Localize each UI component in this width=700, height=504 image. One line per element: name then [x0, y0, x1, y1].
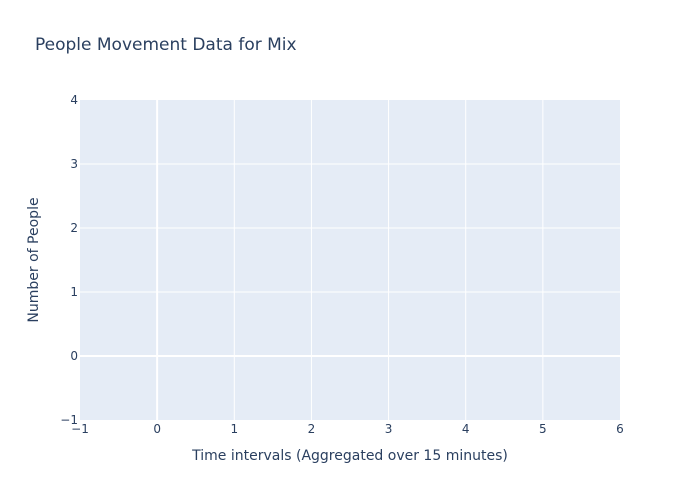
- y-tick-label: 1: [70, 285, 78, 299]
- x-tick-label: 0: [153, 422, 161, 436]
- y-tick-labels: −1 0 1 2 3 4: [60, 93, 78, 427]
- plot-background: [80, 100, 620, 420]
- x-tick-label: 3: [385, 422, 393, 436]
- y-tick-label: 3: [70, 157, 78, 171]
- y-axis-title: Number of People: [26, 197, 42, 322]
- chart-title: People Movement Data for Mix: [35, 35, 297, 55]
- y-tick-label: 2: [70, 221, 78, 235]
- x-tick-label: 2: [308, 422, 316, 436]
- x-tick-label: 4: [462, 422, 470, 436]
- x-axis-title: Time intervals (Aggregated over 15 minut…: [191, 448, 508, 464]
- x-gridlines: [156, 100, 544, 420]
- x-tick-label: 5: [539, 422, 547, 436]
- x-tick-labels: −1 0 1 2 3 4 5 6: [71, 422, 624, 436]
- y-tick-label: 4: [70, 93, 78, 107]
- y-tick-label: 0: [70, 349, 78, 363]
- x-tick-label: 6: [616, 422, 624, 436]
- y-gridlines: [80, 163, 620, 357]
- y-tick-label: −1: [60, 413, 78, 427]
- x-tick-label: 1: [230, 422, 238, 436]
- x-tick-label: −1: [71, 422, 89, 436]
